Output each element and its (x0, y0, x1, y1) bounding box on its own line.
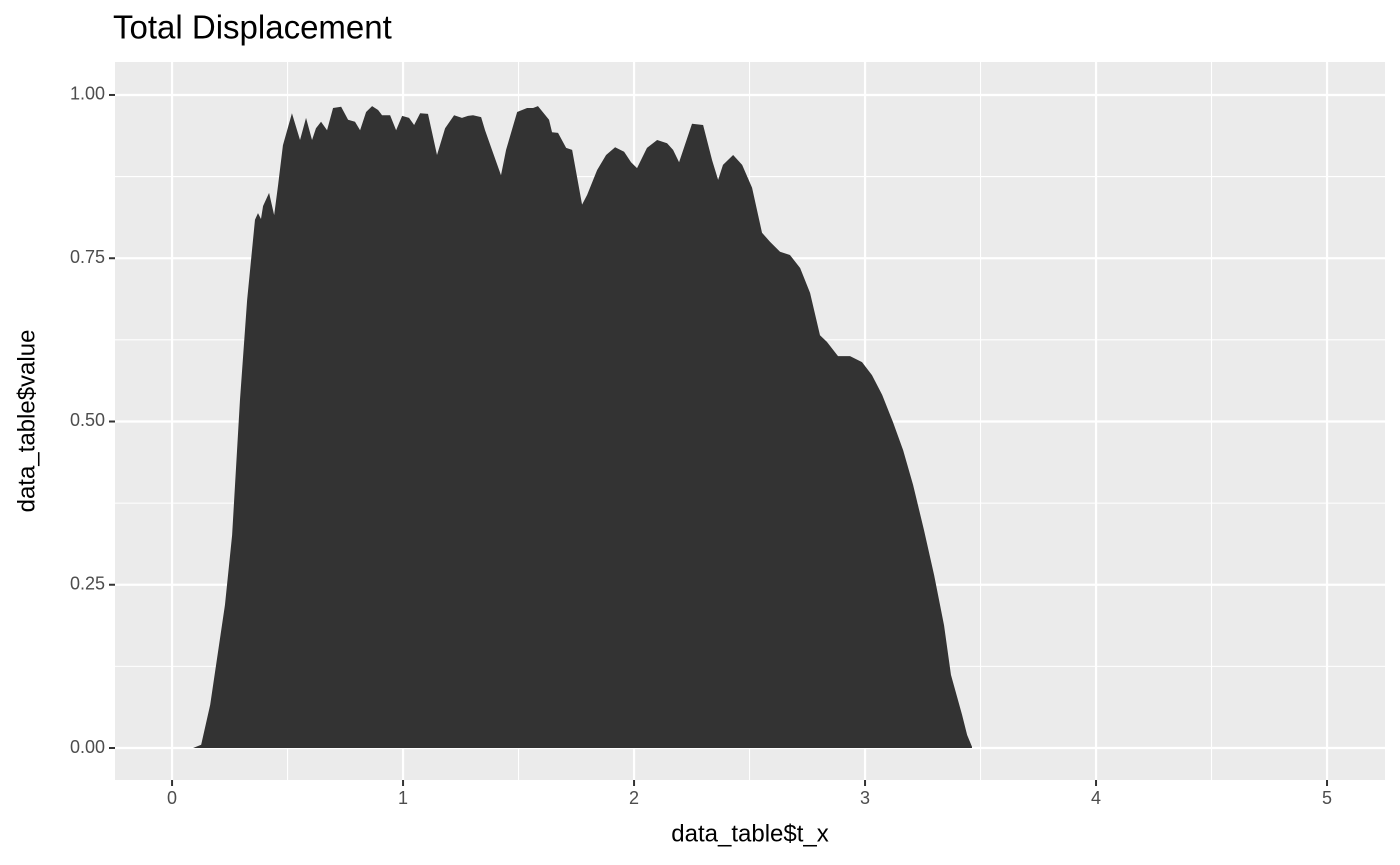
chart-title: Total Displacement (113, 9, 392, 46)
x-tick-label: 0 (167, 788, 177, 808)
y-tick-label: 1.00 (70, 84, 105, 104)
y-tick-label: 0.25 (70, 573, 105, 593)
y-tick-label: 0.75 (70, 247, 105, 267)
area (193, 106, 972, 749)
x-axis-title: data_table$t_x (671, 820, 828, 847)
y-axis-title: data_table$value (13, 330, 40, 513)
x-tick-label: 4 (1091, 788, 1101, 808)
x-tick-label: 5 (1322, 788, 1332, 808)
x-tick-label: 3 (860, 788, 870, 808)
y-tick-label: 0.00 (70, 737, 105, 757)
y-tick-label: 0.50 (70, 410, 105, 430)
x-tick-label: 2 (629, 788, 639, 808)
x-tick-label: 1 (398, 788, 408, 808)
